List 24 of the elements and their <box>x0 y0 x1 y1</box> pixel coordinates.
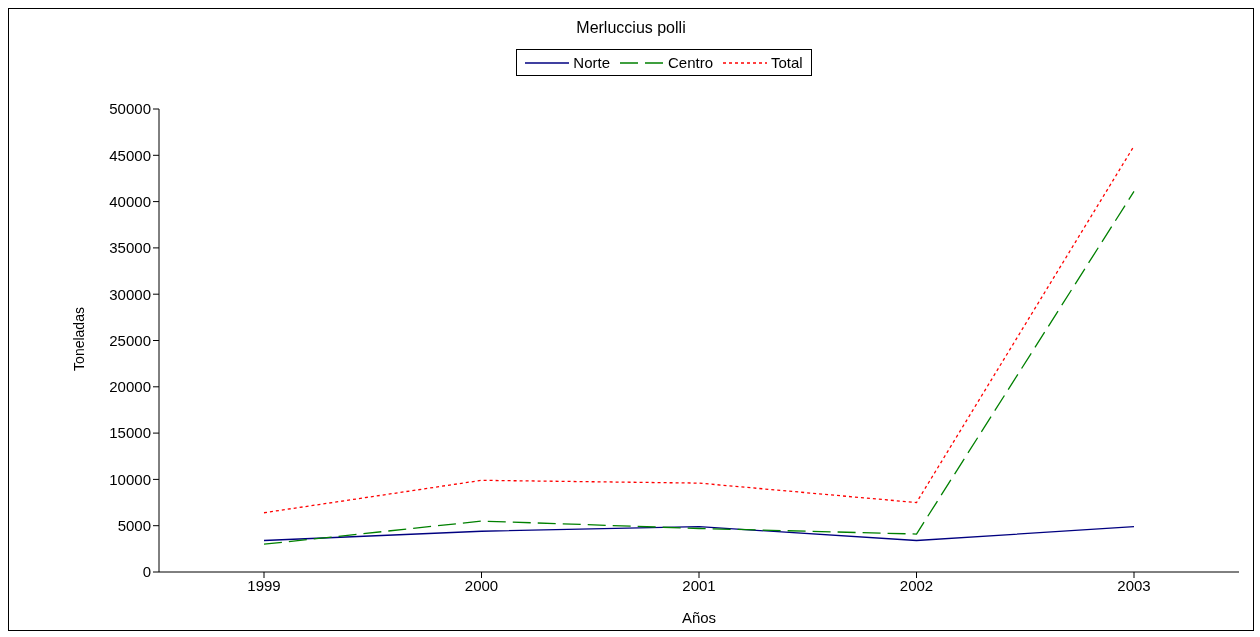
legend-label: Norte <box>572 54 610 71</box>
y-tick-label: 45000 <box>109 146 151 164</box>
x-tick-label: 2003 <box>1117 576 1151 594</box>
y-axis-title: Toneladas <box>71 307 87 371</box>
y-tick-label: 10000 <box>109 470 151 488</box>
y-tick-label: 30000 <box>109 285 151 303</box>
x-axis-title: Años <box>680 609 718 626</box>
y-tick-label: 0 <box>142 563 151 581</box>
y-tick-label: 15000 <box>109 424 151 442</box>
y-tick-label: 40000 <box>109 192 151 210</box>
y-tick-label: 5000 <box>117 517 151 535</box>
x-tick-label: 2000 <box>464 576 499 594</box>
line-series <box>263 190 1135 545</box>
y-tick-label: 25000 <box>109 331 151 349</box>
legend-label: Total <box>770 54 803 71</box>
y-tick-label: 35000 <box>109 239 151 257</box>
x-tick-label: 2002 <box>899 576 934 594</box>
y-tick-label: 50000 <box>109 100 151 118</box>
line-series <box>263 145 1135 514</box>
legend-label: Centro <box>667 54 714 71</box>
x-tick-label: 2001 <box>682 576 716 594</box>
chart-title: Merluccius polli <box>575 19 687 37</box>
y-tick-label: 20000 <box>109 378 151 396</box>
x-tick-label: 1999 <box>247 576 281 594</box>
